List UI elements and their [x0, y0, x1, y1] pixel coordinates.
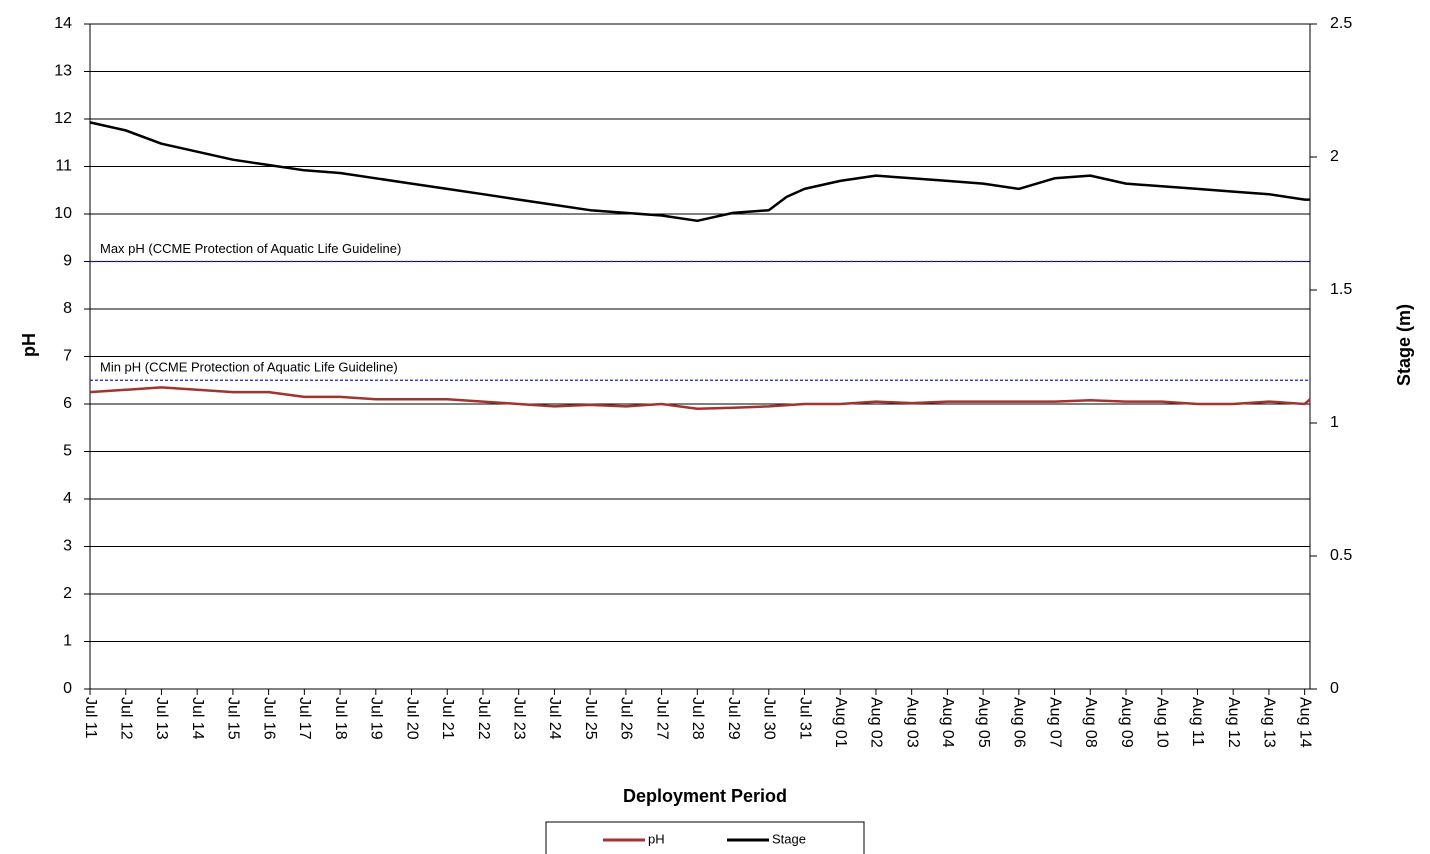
x-tick-label: Aug 07 [1046, 697, 1063, 748]
legend-label: pH [648, 831, 665, 846]
x-tick-label: Jul 29 [725, 697, 742, 740]
legend-label: Stage [772, 831, 806, 846]
x-tick-label: Aug 01 [832, 697, 849, 748]
x-tick-label: Jul 13 [153, 697, 170, 740]
y-tick-label: 8 [63, 300, 72, 317]
x-tick-label: Jul 15 [225, 697, 242, 740]
x-tick-label: Jul 12 [117, 697, 134, 740]
x-tick-label: Jul 16 [260, 697, 277, 740]
y2-tick-label: 2 [1330, 148, 1339, 165]
data-line [89, 121, 1310, 223]
y-tick-label: 0 [63, 680, 72, 697]
reference-label: Min pH (CCME Protection of Aquatic Life … [100, 360, 398, 375]
y2-tick-label: 0.5 [1330, 547, 1352, 564]
y-tick-label: 6 [63, 395, 72, 412]
x-tick-label: Aug 05 [975, 697, 992, 748]
x-tick-label: Jul 17 [296, 697, 313, 740]
x-tick-label: Jul 19 [368, 697, 385, 740]
x-tick-label: Jul 27 [653, 697, 670, 740]
y-tick-label: 13 [54, 63, 72, 80]
x-tick-label: Jul 24 [546, 697, 563, 740]
x-tick-label: Jul 20 [403, 697, 420, 740]
x-tick-label: Aug 13 [1261, 697, 1278, 748]
x-tick-label: Jul 30 [761, 697, 778, 740]
x-tick-label: Jul 11 [82, 697, 99, 739]
x-tick-label: Aug 02 [868, 697, 885, 748]
x-tick-label: Jul 14 [189, 697, 206, 740]
y-tick-label: 7 [63, 348, 72, 365]
x-tick-label: Aug 06 [1011, 697, 1028, 748]
y-tick-label: 10 [54, 205, 72, 222]
y2-tick-label: 2.5 [1330, 15, 1352, 32]
x-tick-label: Aug 08 [1082, 697, 1099, 748]
x-tick-label: Aug 14 [1296, 697, 1313, 748]
y-tick-label: 5 [63, 443, 72, 460]
y-tick-label: 4 [63, 490, 72, 507]
y2-tick-label: 1.5 [1330, 281, 1352, 298]
x-axis-title: Deployment Period [623, 786, 787, 806]
legend-box [545, 821, 865, 854]
x-tick-label: Jul 28 [689, 697, 706, 740]
y-tick-label: 1 [63, 633, 72, 650]
x-tick-label: Aug 04 [939, 697, 956, 748]
y2-tick-label: 1 [1330, 414, 1339, 431]
x-tick-label: Jul 26 [618, 697, 635, 740]
x-tick-label: Jul 31 [796, 697, 813, 740]
y2-axis-title: Stage (m) [1394, 304, 1414, 386]
y-axis-title: pH [19, 333, 39, 357]
x-tick-label: Jul 18 [332, 697, 349, 740]
x-tick-label: Jul 21 [439, 697, 456, 740]
y-tick-label: 9 [63, 253, 72, 270]
y2-tick-label: 0 [1330, 680, 1339, 697]
y-tick-label: 14 [54, 15, 72, 32]
data-line [89, 386, 1311, 411]
y-tick-label: 12 [54, 110, 72, 127]
x-tick-label: Aug 11 [1189, 697, 1206, 747]
x-tick-label: Aug 10 [1154, 697, 1171, 748]
x-tick-label: Aug 09 [1118, 697, 1135, 748]
x-tick-label: Aug 03 [903, 697, 920, 748]
reference-label: Max pH (CCME Protection of Aquatic Life … [100, 241, 401, 256]
x-tick-label: Aug 12 [1225, 697, 1242, 748]
x-tick-label: Jul 23 [510, 697, 527, 740]
x-tick-label: Jul 25 [582, 697, 599, 740]
y-tick-label: 11 [55, 158, 72, 175]
x-tick-label: Jul 22 [475, 697, 492, 740]
y-tick-label: 2 [63, 585, 72, 602]
y-tick-label: 3 [63, 538, 72, 555]
